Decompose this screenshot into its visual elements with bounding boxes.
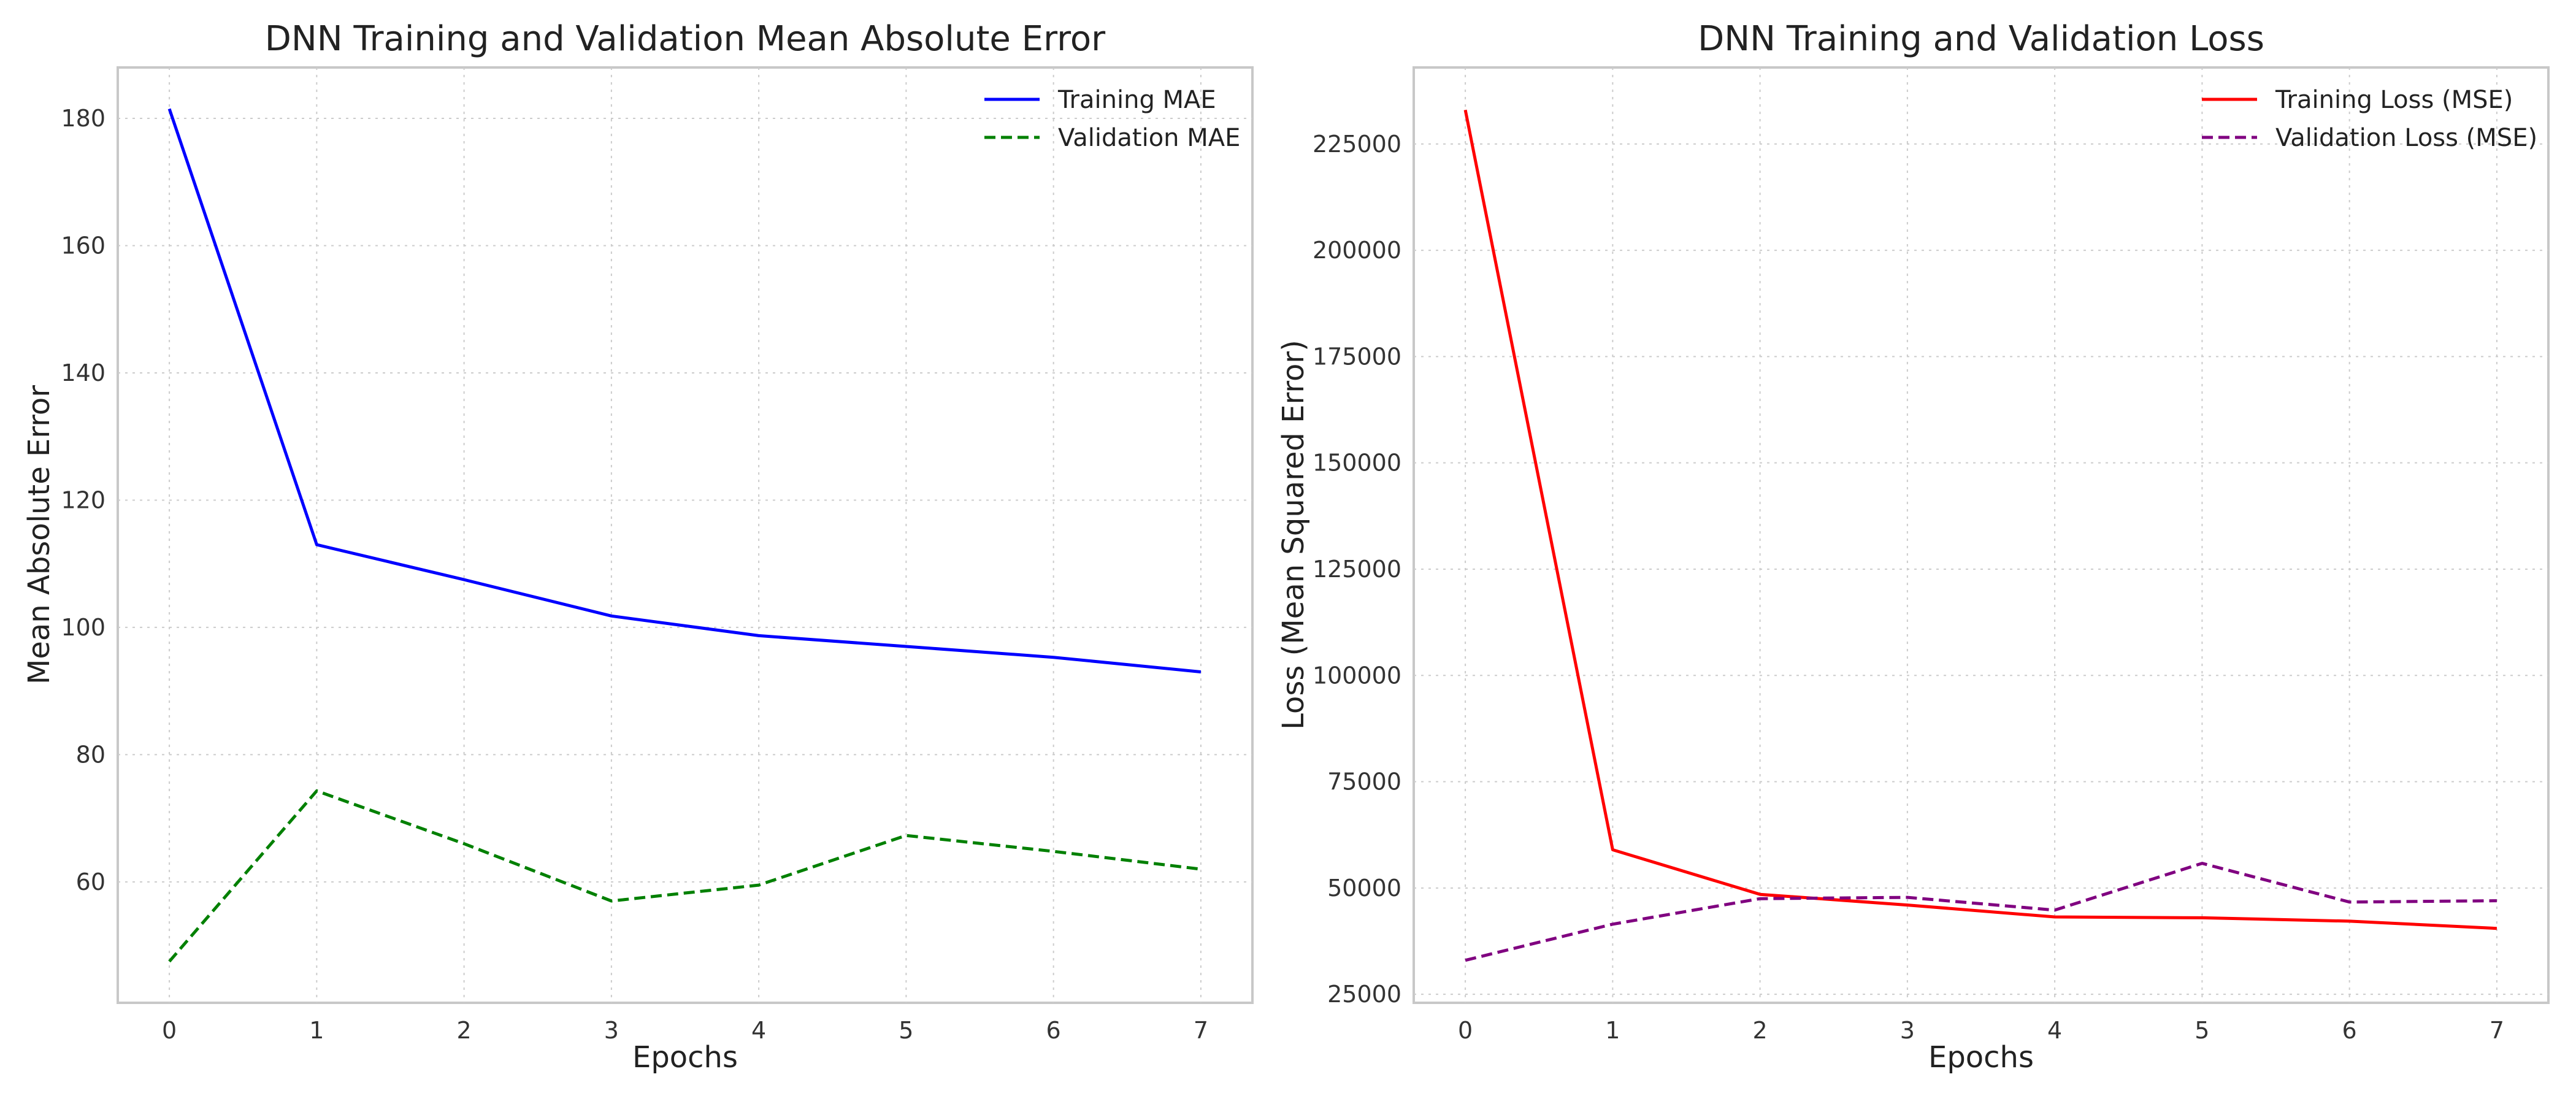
- loss-y-tick-label: 150000: [1313, 450, 1401, 477]
- loss-y-tick-label: 200000: [1313, 237, 1401, 264]
- mae-series-line-training: [167, 108, 1202, 673]
- mae-x-tick-label: 6: [1046, 1017, 1061, 1044]
- mae-y-tick-label: 60: [76, 868, 105, 895]
- mae-y-tick-label: 100: [61, 614, 105, 641]
- loss-series-line-training: [1463, 109, 2497, 930]
- loss-series-line-validation: [1465, 862, 2497, 962]
- loss-x-tick-label: 5: [2195, 1017, 2209, 1044]
- loss-y-tick-label: 25000: [1327, 981, 1401, 1008]
- loss-ticks: 0 1 2 3 4 5 6 7 25000 50000 75000 100000 125000 15000…: [1313, 131, 2504, 1044]
- loss-y-tick-label: 100000: [1313, 662, 1401, 689]
- mae-y-tick-label: 180: [61, 105, 105, 132]
- loss-y-axis-label: Loss (Mean Squared Error): [1276, 340, 1311, 730]
- legend-label-training-loss: Training Loss (MSE): [2275, 86, 2513, 114]
- loss-y-tick-label: 175000: [1313, 343, 1401, 370]
- mae-x-tick-label: 3: [604, 1017, 619, 1044]
- loss-x-tick-label: 1: [1605, 1017, 1620, 1044]
- legend-label-validation-mae: Validation MAE: [1058, 124, 1240, 152]
- mae-x-tick-label: 5: [899, 1017, 913, 1044]
- loss-x-tick-label: 6: [2342, 1017, 2357, 1044]
- mae-series: [167, 108, 1202, 963]
- mae-chart: DNN Training and Validation Mean Absolut…: [22, 19, 1254, 1075]
- loss-x-tick-label: 3: [1900, 1017, 1915, 1044]
- mae-series-line-validation: [168, 789, 1202, 963]
- mae-x-tick-label: 0: [162, 1017, 177, 1044]
- mae-y-tick-label: 80: [76, 741, 105, 768]
- mae-ticks: 0 1 2 3 4 5 6 7 60 80 100 120 140 160 180: [61, 105, 1208, 1044]
- loss-y-tick-label: 50000: [1327, 875, 1401, 902]
- loss-x-tick-label: 4: [2047, 1017, 2062, 1044]
- legend-label-validation-loss: Validation Loss (MSE): [2275, 124, 2537, 152]
- mae-chart-title: DNN Training and Validation Mean Absolut…: [265, 19, 1106, 59]
- loss-plot-area: [1413, 66, 2550, 1004]
- loss-x-tick-label: 7: [2490, 1017, 2504, 1044]
- loss-grid: [1414, 67, 2548, 1003]
- loss-y-tick-label: 125000: [1313, 556, 1401, 583]
- loss-y-tick-label: 75000: [1327, 769, 1401, 795]
- loss-chart-title: DNN Training and Validation Loss: [1698, 19, 2264, 59]
- loss-legend: Training Loss (MSE) Validation Loss (MSE…: [2202, 86, 2537, 152]
- mae-x-tick-label: 7: [1194, 1017, 1208, 1044]
- loss-chart: DNN Training and Validation Loss Epochs …: [1276, 19, 2550, 1075]
- mae-y-axis-label: Mean Absolute Error: [22, 385, 56, 684]
- loss-series: [1463, 109, 2497, 962]
- mae-y-tick-label: 140: [61, 359, 105, 386]
- mae-grid: [118, 67, 1252, 1003]
- loss-x-tick-label: 2: [1753, 1017, 1768, 1044]
- mae-x-tick-label: 1: [309, 1017, 324, 1044]
- mae-y-tick-label: 160: [61, 232, 105, 259]
- mae-x-axis-label: Epochs: [632, 1040, 738, 1075]
- loss-x-axis-label: Epochs: [1928, 1040, 2034, 1075]
- mae-legend: Training MAE Validation MAE: [984, 86, 1240, 152]
- mae-x-tick-label: 2: [457, 1017, 472, 1044]
- loss-y-tick-label: 225000: [1313, 131, 1401, 158]
- mae-y-tick-label: 120: [61, 486, 105, 513]
- mae-x-tick-label: 4: [751, 1017, 766, 1044]
- loss-x-tick-label: 0: [1458, 1017, 1473, 1044]
- mae-plot-area: [117, 66, 1254, 1004]
- legend-label-training-mae: Training MAE: [1057, 86, 1216, 114]
